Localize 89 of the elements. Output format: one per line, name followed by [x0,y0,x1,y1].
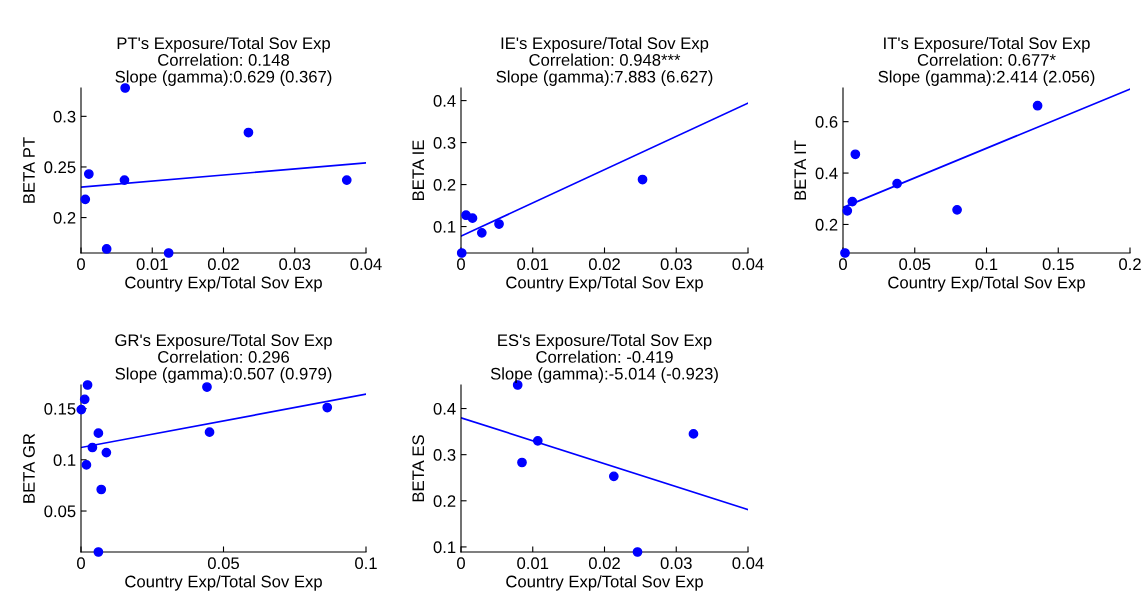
y-axis-title: BETA ES [412,435,425,502]
x-tick-label: 0.05 [207,557,240,570]
point [87,442,98,453]
chart-title: IT's Exposure/Total Sov Exp Correlation: 0.677* Slope (gamma):2.414 (2.056) [878,36,1095,86]
x-tick-label: 0.1 [355,557,377,570]
x-tick-label: 0 [77,557,85,570]
point [608,471,619,482]
y-axis-title: BETA PT [23,137,35,203]
point [1032,100,1043,111]
x-tick-label: 0.2 [1119,258,1141,271]
x-axis-title: Country Exp/Total Sov Exp [888,276,1085,292]
x-tick-label: 0.04 [732,557,764,570]
point [163,248,174,258]
point [952,204,962,215]
y-tick-label: 0.05 [44,505,76,518]
point [79,394,90,405]
point [76,404,87,415]
x-tick-label: 0 [77,258,85,271]
y-tick-label: 0.3 [433,449,456,461]
point [81,460,92,470]
chart-title: IE's Exposure/Total Sov Exp Correlation: 0.948*** Slope (gamma):7.883 (6.627) [496,36,713,86]
point [96,484,107,495]
y-tick-label: 0.3 [53,110,76,123]
x-tick-label: 0.02 [588,557,620,570]
chart-title: PT's Exposure/Total Sov Exp Correlation: 0.148 Slope (gamma):0.629 (0.367) [115,36,332,86]
x-tick-label: 0.03 [660,258,692,271]
x-tick-label: 0.02 [207,258,239,271]
y-tick-label: 0.2 [433,178,456,191]
point [688,429,699,439]
x-tick-label: 0.04 [732,258,764,271]
x-tick-label: 0.03 [279,258,311,271]
x-axis-title: Country Exp/Total Sov Exp [506,276,703,292]
y-tick-label: 0.2 [815,218,838,231]
point [202,382,212,392]
point [632,547,643,557]
x-tick-label: 0.04 [350,258,382,271]
x-tick-label: 0.01 [517,258,549,271]
x-tick-label: 0.02 [588,258,620,271]
y-tick-label: 0.4 [433,95,456,107]
x-tick-label: 0.05 [899,258,931,271]
x-tick-label: 0 [839,258,847,271]
point [517,457,527,468]
point [93,547,104,557]
point [243,127,254,138]
point [83,169,94,179]
point [101,244,112,254]
point [322,402,333,413]
point [467,213,478,224]
point [93,428,104,439]
x-axis-title: Country Exp/Total Sov Exp [125,276,322,292]
y-tick-label: 0.1 [433,541,456,554]
y-axis-title: BETA GR [23,433,35,503]
point [80,194,91,205]
point [119,175,130,185]
point [892,178,902,189]
point [637,174,648,185]
x-tick-label: 0.01 [136,258,168,271]
chart-title: ES's Exposure/Total Sov Exp Correlation: -0.419 Slope (gamma):-5.014 (-0.923) [490,333,718,383]
y-tick-label: 0.4 [815,167,838,180]
y-tick-label: 0.3 [433,136,456,149]
point [476,227,487,238]
y-tick-label: 0.2 [53,211,76,224]
x-tick-label: 0 [457,557,465,570]
point [494,219,504,229]
y-axis-title: BETA IE [412,140,424,201]
y-tick-label: 0.2 [433,495,456,507]
x-axis-title: Country Exp/Total Sov Exp [506,575,703,591]
y-tick-label: 0.1 [53,454,76,466]
x-axis-title: Country Exp/Total Sov Exp [125,575,322,591]
point [82,380,93,390]
point [341,175,352,185]
y-tick-label: 0.1 [433,220,456,233]
point [847,196,858,207]
x-tick-label: 0.1 [975,258,998,271]
y-tick-label: 0.15 [44,402,76,415]
x-tick-label: 0.01 [517,557,549,570]
chart-title: GR's Exposure/Total Sov Exp Correlation: 0.296 Slope (gamma):0.507 (0.979) [115,333,332,383]
point [532,435,543,446]
point [842,205,853,216]
point [204,427,215,437]
x-tick-label: 0.03 [660,557,692,570]
x-tick-label: 0.15 [1042,258,1074,271]
y-tick-label: 0.6 [815,116,838,128]
y-tick-label: 0.25 [44,161,76,174]
point [101,447,112,458]
x-tick-label: 0 [457,258,465,271]
y-tick-label: 0.4 [433,402,456,415]
y-axis-title: BETA IT [794,140,806,200]
point [850,149,861,160]
